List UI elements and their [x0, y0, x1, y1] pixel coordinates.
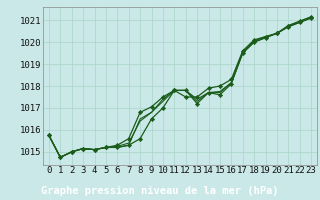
- Text: Graphe pression niveau de la mer (hPa): Graphe pression niveau de la mer (hPa): [41, 186, 279, 196]
